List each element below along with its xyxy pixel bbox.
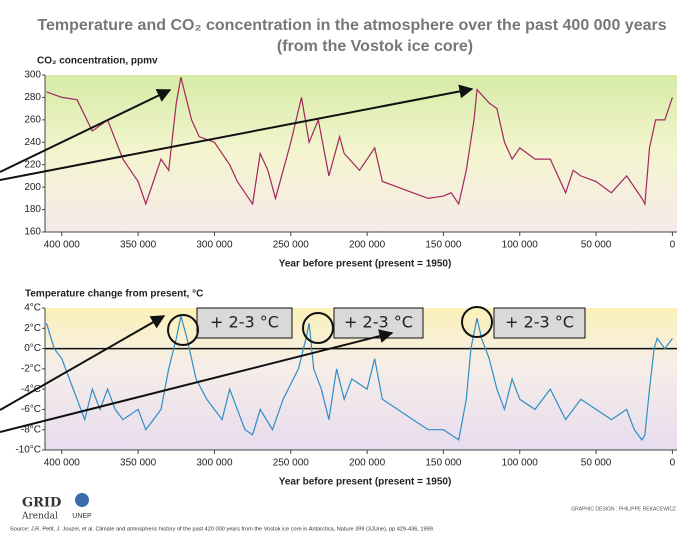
- x-tick-label: 300 000: [196, 240, 233, 251]
- y-tick-label: 240: [24, 137, 41, 148]
- y-axis-title: Temperature change from present, °C: [25, 289, 203, 300]
- y-tick-label: 2°C: [24, 323, 41, 334]
- source: Source: J.R. Petit, J. Jouzel, et al. Cl…: [10, 526, 435, 532]
- data-line: [45, 315, 673, 441]
- x-tick-label: 0: [670, 458, 676, 469]
- y-tick-label: 260: [24, 114, 41, 125]
- x-axis-title: Year before present (present = 1950): [279, 259, 452, 270]
- y-tick-label: 220: [24, 159, 41, 170]
- y-tick-label: 0°C: [24, 343, 41, 354]
- annotation-box: [493, 307, 586, 339]
- annotation-box: [196, 307, 293, 339]
- annotation: + 2-3 °C: [210, 313, 279, 332]
- y-tick-label: 280: [24, 92, 41, 103]
- x-tick-label: 250 000: [273, 240, 310, 251]
- y-tick-label: -4°C: [21, 384, 41, 395]
- annotation-arrows: [0, 84, 493, 433]
- chart-subtitle: (from the Vostok ice core): [277, 38, 473, 55]
- annotation: + 2-3 °C: [505, 313, 574, 332]
- y-tick-label: -6°C: [21, 404, 41, 415]
- x-tick-label: 200 000: [349, 458, 386, 469]
- annotation-box: [333, 307, 424, 339]
- x-tick-label: 50 000: [581, 458, 612, 469]
- plots: CO₂ concentration, ppmv Year before prese…: [15, 56, 677, 488]
- x-tick-label: 400 000: [44, 240, 81, 251]
- y-tick-label: -10°C: [15, 445, 41, 456]
- logo-text: Arendal: [21, 512, 58, 522]
- chart-title: Temperature and CO₂ concentration in the…: [37, 17, 666, 34]
- x-tick-label: 300 000: [196, 458, 233, 469]
- y-tick-label: -2°C: [21, 363, 41, 374]
- plot-background: [45, 75, 677, 232]
- y-axis-title: CO₂ concentration, ppmv: [37, 56, 158, 67]
- y-tick-label: 160: [24, 227, 41, 238]
- y-tick-label: -8°C: [21, 424, 41, 435]
- logo-text: GRID: [22, 496, 61, 511]
- logo-text: UNEP: [72, 513, 92, 520]
- y-tick-label: 200: [24, 182, 41, 193]
- data-line: [46, 77, 673, 207]
- x-tick-label: 350 000: [120, 458, 157, 469]
- x-tick-label: 100 000: [502, 458, 539, 469]
- x-tick-label: 350 000: [120, 240, 157, 251]
- x-tick-label: 400 000: [44, 458, 81, 469]
- annotation: + 2-3 °C: [344, 313, 413, 332]
- x-tick-label: 200 000: [349, 240, 386, 251]
- logo: GRID Arendal UNEP: [21, 493, 92, 522]
- y-tick-label: 4°C: [24, 303, 41, 314]
- x-tick-label: 250 000: [273, 458, 310, 469]
- credit: GRAPHIC DESIGN : PHILIPPE REKACEWICZ: [571, 506, 676, 512]
- x-tick-label: 150 000: [425, 458, 462, 469]
- logo-icon: [75, 493, 89, 507]
- y-tick-label: 180: [24, 204, 41, 215]
- x-axis-title: Year before present (present = 1950): [279, 477, 452, 488]
- x-tick-label: 0: [670, 240, 676, 251]
- x-tick-label: 50 000: [581, 240, 612, 251]
- x-tick-label: 150 000: [425, 240, 462, 251]
- y-tick-label: 300: [24, 70, 41, 81]
- x-tick-label: 100 000: [502, 240, 539, 251]
